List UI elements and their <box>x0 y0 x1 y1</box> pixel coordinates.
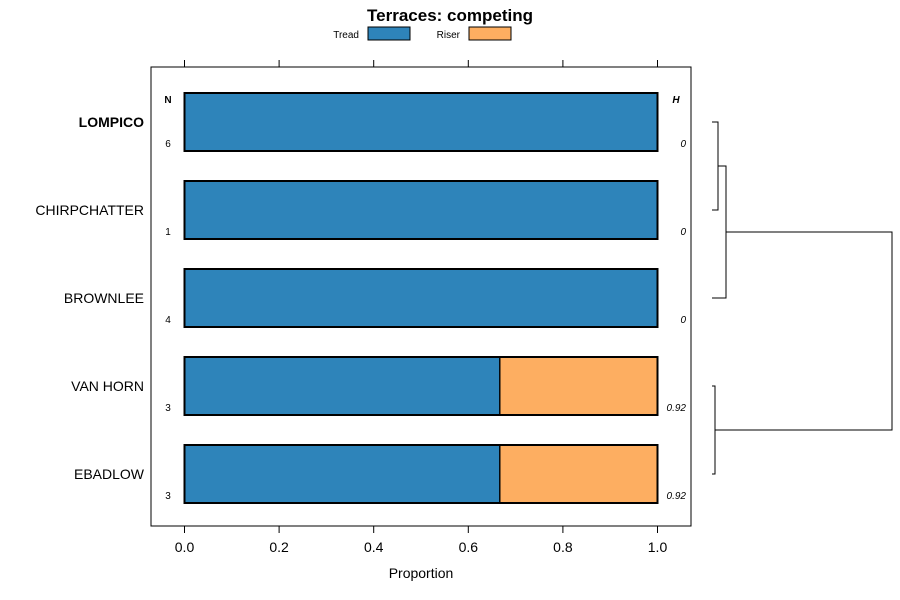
bar-segment-riser <box>499 444 659 504</box>
h-value: 0.92 <box>667 491 687 502</box>
bar-segment-riser <box>499 356 659 416</box>
h-value: 0 <box>680 139 686 150</box>
legend-swatch-riser <box>468 26 512 41</box>
x-axis-label: Proportion <box>389 565 454 581</box>
n-value: 3 <box>165 491 171 502</box>
bar-outline <box>183 268 659 328</box>
chart-title: Terraces: competing <box>367 6 533 25</box>
bar-segment-tread <box>183 92 659 152</box>
dendrogram-branch-join-brownlee <box>712 165 727 299</box>
category-label-brownlee: BROWNLEE <box>64 290 144 306</box>
x-tick-label: 0.8 <box>553 539 573 555</box>
dendrogram-root <box>715 231 893 431</box>
bar-outline <box>183 444 659 504</box>
category-label-lompico: LOMPICO <box>79 114 144 130</box>
x-tick-label: 0.6 <box>459 539 479 555</box>
legend-label-riser: Riser <box>437 30 461 41</box>
h-value: 0 <box>680 227 686 238</box>
bar-outline <box>183 180 659 240</box>
category-label-ebadlow: EBADLOW <box>74 466 145 482</box>
bars <box>183 92 659 504</box>
bar-segment-tread <box>183 180 659 240</box>
dendrogram <box>712 121 893 475</box>
top-ticks <box>184 60 658 67</box>
category-label-chirpchatter: CHIRPCHATTER <box>35 202 144 218</box>
x-tick-label: 0.0 <box>175 539 195 555</box>
x-tick-label: 0.2 <box>269 539 289 555</box>
bar-segment-tread <box>183 268 659 328</box>
tick-labels: 0.0 0.2 0.4 0.6 0.8 1.0 <box>175 539 668 555</box>
plot-frame <box>150 66 692 527</box>
h-value: 0.92 <box>667 403 687 414</box>
n-value: 4 <box>165 315 171 326</box>
n-value: 3 <box>165 403 171 414</box>
h-header: H <box>672 95 680 106</box>
x-tick-label: 1.0 <box>648 539 668 555</box>
bottom-ticks <box>184 526 658 533</box>
bar-segment-tread <box>183 356 501 416</box>
legend-label-tread: Tread <box>333 30 359 41</box>
h-value: 0 <box>680 315 686 326</box>
bar-outline <box>183 356 659 416</box>
dendrogram-branch-vanhorn-ebadlow <box>712 385 716 475</box>
legend: Tread Riser <box>333 26 512 41</box>
bar-segment-tread <box>183 444 501 504</box>
n-value: 1 <box>165 227 171 238</box>
n-header: N <box>164 95 171 106</box>
row-labels: LOMPICO 6 0 CHIRPCHATTER 1 0 BROWNLEE 4 0 VAN HOR… <box>35 114 686 502</box>
bar-outline <box>183 92 659 152</box>
legend-swatch-tread <box>367 26 411 41</box>
x-tick-label: 0.4 <box>364 539 384 555</box>
n-value: 6 <box>165 139 171 150</box>
dendrogram-branch-lompico-chirpchatter <box>712 121 719 211</box>
category-label-van-horn: VAN HORN <box>71 378 144 394</box>
